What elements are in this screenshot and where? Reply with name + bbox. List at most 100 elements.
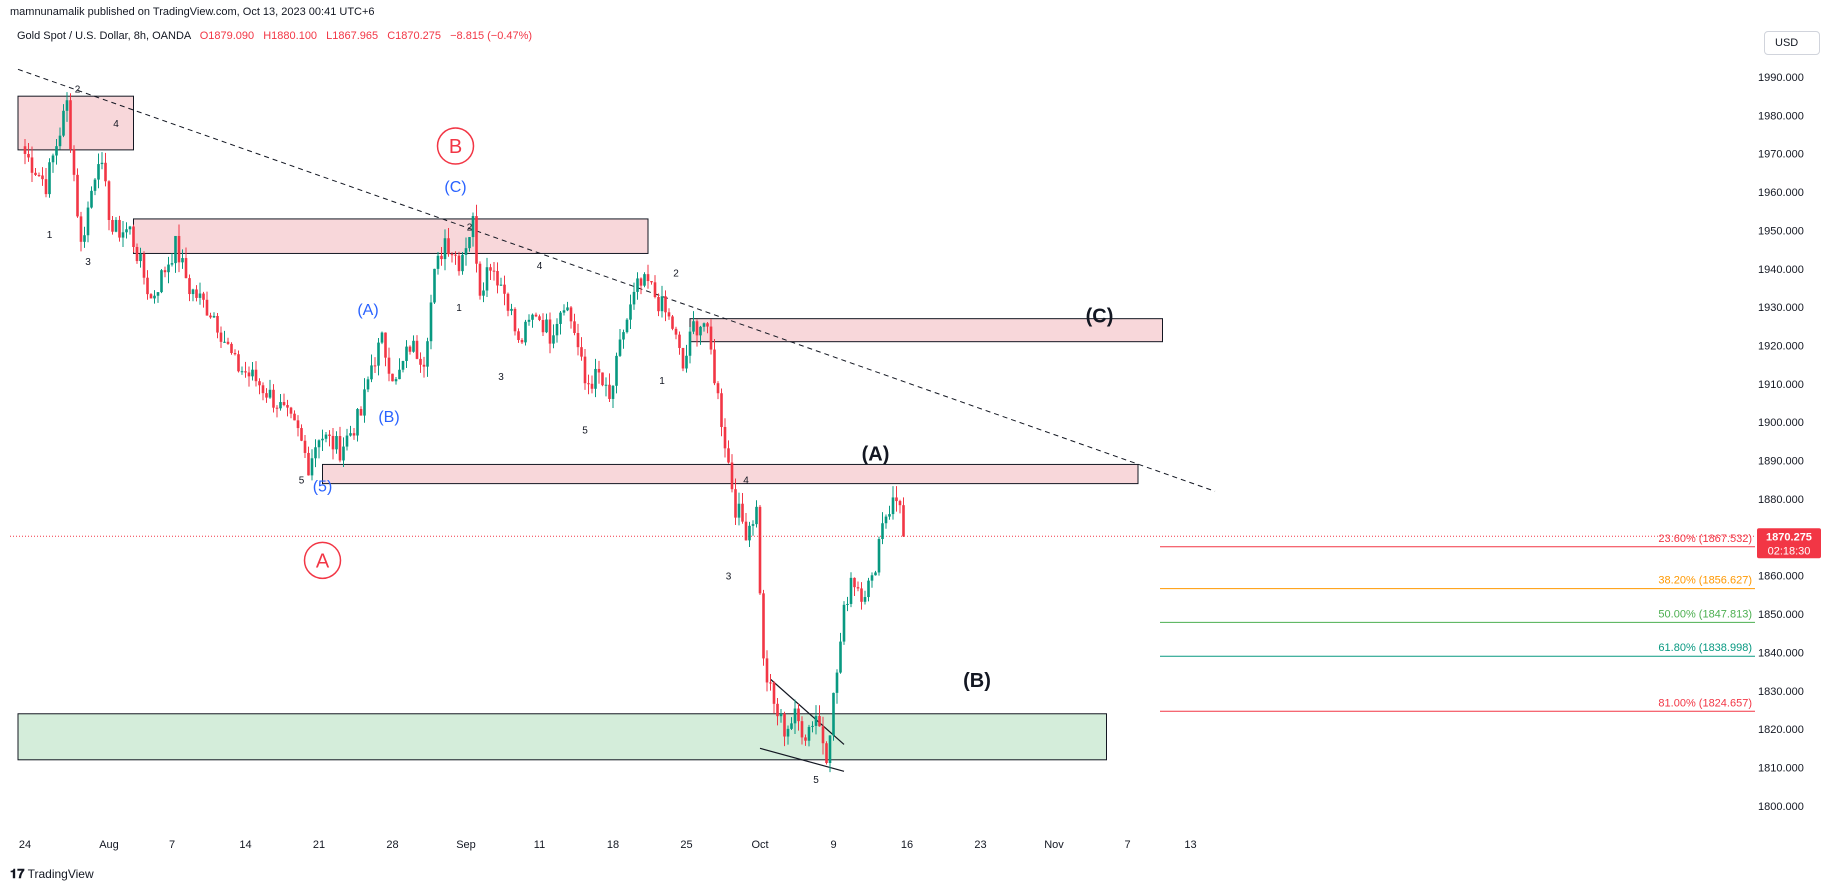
candle[interactable] (384, 332, 387, 358)
candle[interactable] (328, 434, 331, 436)
candle[interactable] (125, 229, 128, 233)
candle[interactable] (790, 723, 793, 729)
candle[interactable] (149, 294, 153, 299)
candle[interactable] (174, 235, 177, 264)
candle[interactable] (555, 323, 559, 336)
candle[interactable] (531, 314, 534, 320)
candle[interactable] (34, 172, 37, 175)
candle[interactable] (755, 506, 758, 525)
candle[interactable] (475, 216, 478, 264)
candle[interactable] (849, 577, 853, 604)
candle[interactable] (580, 347, 583, 357)
candle[interactable] (412, 340, 415, 352)
candle[interactable] (359, 409, 363, 416)
candle[interactable] (156, 292, 160, 296)
candle[interactable] (709, 326, 713, 350)
candle[interactable] (713, 349, 716, 384)
candle[interactable] (884, 516, 888, 524)
candle[interactable] (331, 435, 335, 450)
candle[interactable] (776, 703, 779, 717)
candle[interactable] (373, 365, 377, 367)
candle[interactable] (860, 588, 863, 602)
candle[interactable] (783, 713, 786, 737)
candle[interactable] (489, 267, 492, 271)
candle[interactable] (811, 725, 814, 727)
candle[interactable] (706, 323, 709, 327)
candle[interactable] (646, 274, 650, 282)
candle[interactable] (478, 263, 482, 296)
candle[interactable] (139, 253, 142, 262)
candle[interactable] (415, 340, 419, 359)
trendline[interactable] (17, 68, 1216, 492)
candle[interactable] (524, 321, 527, 343)
wave-label-minor[interactable]: 3 (498, 372, 504, 383)
candle[interactable] (261, 385, 265, 394)
candle[interactable] (737, 503, 741, 518)
candle[interactable] (814, 716, 818, 726)
candle[interactable] (254, 369, 258, 382)
wave-label-minor[interactable]: 3 (726, 572, 732, 583)
candle[interactable] (265, 393, 268, 398)
candle[interactable] (237, 354, 240, 372)
candle[interactable] (79, 216, 83, 242)
candle[interactable] (769, 682, 772, 684)
candle[interactable] (296, 420, 300, 429)
candle[interactable] (83, 235, 86, 242)
candle[interactable] (447, 238, 450, 255)
wave-label-major[interactable]: (A) (862, 444, 890, 466)
candle[interactable] (51, 155, 55, 163)
candle[interactable] (888, 514, 891, 517)
candle[interactable] (356, 409, 359, 436)
wave-label-minor[interactable]: 5 (813, 775, 819, 786)
candle[interactable] (685, 355, 688, 369)
candle[interactable] (188, 278, 191, 295)
candle[interactable] (321, 438, 324, 441)
candle[interactable] (429, 302, 433, 342)
wave-label-major[interactable]: (C) (1086, 306, 1114, 328)
candle[interactable] (436, 255, 440, 269)
candle[interactable] (212, 315, 216, 318)
candle[interactable] (464, 248, 468, 255)
candle[interactable] (275, 407, 279, 409)
candle[interactable] (345, 435, 349, 447)
candle[interactable] (69, 100, 72, 150)
wave-label-minor[interactable]: 2 (673, 268, 679, 279)
candle[interactable] (895, 497, 898, 502)
candle[interactable] (142, 253, 146, 278)
candle[interactable] (615, 355, 618, 386)
candle[interactable] (870, 575, 874, 581)
candle[interactable] (443, 238, 447, 260)
candle[interactable] (692, 321, 695, 332)
wave-circle[interactable] (436, 127, 475, 165)
candle[interactable] (401, 361, 405, 370)
candle[interactable] (874, 572, 877, 576)
candle[interactable] (643, 274, 646, 286)
candle[interactable] (573, 321, 576, 334)
candle[interactable] (723, 426, 727, 449)
candle[interactable] (587, 383, 590, 385)
candle[interactable] (195, 289, 198, 298)
wave-label-minor[interactable]: 2 (467, 222, 473, 233)
candle[interactable] (419, 358, 422, 365)
candle[interactable] (349, 433, 352, 436)
candle[interactable] (121, 232, 125, 238)
candle[interactable] (317, 440, 321, 448)
candle[interactable] (566, 307, 569, 311)
candle[interactable] (107, 181, 111, 220)
candle[interactable] (258, 381, 261, 386)
candle[interactable] (468, 237, 471, 249)
candle[interactable] (853, 577, 856, 588)
candle[interactable] (744, 521, 748, 541)
candle[interactable] (758, 506, 762, 594)
candle[interactable] (765, 658, 769, 683)
candle[interactable] (247, 372, 251, 377)
red-zone[interactable] (133, 218, 649, 254)
candle[interactable] (716, 383, 720, 394)
candle[interactable] (902, 505, 905, 537)
candle[interactable] (779, 713, 783, 717)
candle[interactable] (307, 452, 310, 476)
wave-label-minor[interactable]: 1 (659, 376, 665, 387)
candle[interactable] (440, 255, 443, 260)
candle[interactable] (590, 383, 594, 389)
candle[interactable] (93, 179, 97, 191)
